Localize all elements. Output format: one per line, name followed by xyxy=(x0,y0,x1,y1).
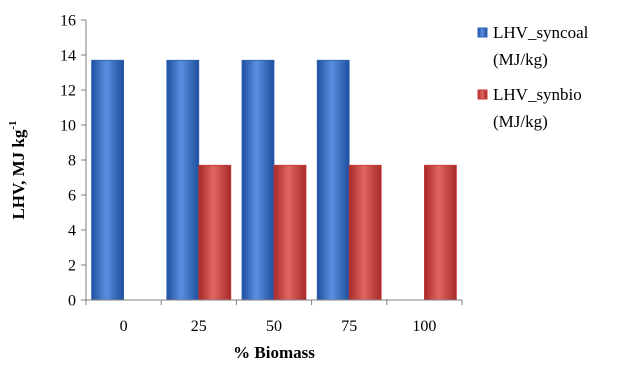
bar-lhv-synbio-100 xyxy=(423,164,457,301)
y-tick-label: 16 xyxy=(60,13,76,30)
y-ticks-group: 0 2 4 6 8 10 12 14 16 xyxy=(60,13,86,310)
x-tick-label: 50 xyxy=(266,318,282,335)
bars-group xyxy=(91,59,457,301)
bar-lhv-synbio-75 xyxy=(348,164,382,301)
y-tick-label: 4 xyxy=(68,223,76,240)
legend-item-syncoal: LHV_syncoal (MJ/kg) xyxy=(477,23,589,69)
legend-label-synbio: LHV_synbio xyxy=(493,85,582,104)
y-axis-title: LHV, MJ kg-1 xyxy=(7,120,28,219)
x-tick-label: 75 xyxy=(341,318,357,335)
y-tick-label: 10 xyxy=(60,118,76,135)
legend-swatch-syncoal xyxy=(477,27,488,38)
y-tick-label: 14 xyxy=(60,48,76,65)
y-tick-label: 0 xyxy=(68,293,76,310)
x-tick-label: 100 xyxy=(412,318,436,335)
bar-lhv-synbio-50 xyxy=(273,164,307,301)
bar-lhv-syncoal-25 xyxy=(166,59,200,301)
y-axis-title-superscript: -1 xyxy=(7,120,19,129)
legend: LHV_syncoal (MJ/kg) LHV_synbio (MJ/kg) xyxy=(477,23,589,131)
x-ticks-group: 0 25 50 75 100 xyxy=(85,300,463,335)
x-tick-label: 25 xyxy=(191,318,207,335)
legend-item-synbio: LHV_synbio (MJ/kg) xyxy=(477,85,582,131)
x-tick-label: 0 xyxy=(120,318,128,335)
bar-lhv-syncoal-50 xyxy=(241,59,275,301)
bar-lhv-syncoal-0 xyxy=(91,59,124,301)
legend-label-syncoal: LHV_syncoal xyxy=(493,23,589,42)
y-tick-label: 2 xyxy=(68,258,76,275)
legend-label-synbio-unit: (MJ/kg) xyxy=(493,112,548,131)
x-axis-title: % Biomass xyxy=(233,343,315,362)
y-tick-label: 12 xyxy=(60,83,76,100)
bar-lhv-syncoal-75 xyxy=(316,59,350,301)
bar-lhv-synbio-25 xyxy=(198,164,232,301)
legend-swatch-synbio xyxy=(477,89,488,100)
y-axis-title-text: LHV, MJ kg xyxy=(9,129,28,219)
y-tick-label: 6 xyxy=(68,188,76,205)
y-tick-label: 8 xyxy=(68,153,76,170)
legend-label-syncoal-unit: (MJ/kg) xyxy=(493,50,548,69)
